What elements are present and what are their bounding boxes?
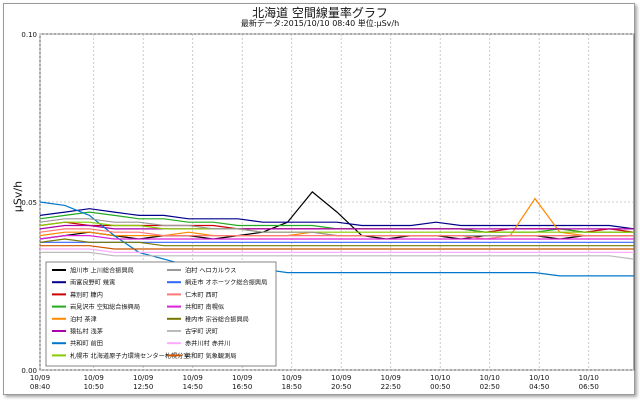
x-tick-date: 10/10	[579, 374, 599, 382]
legend-label: 網走市 オホーツク総合振興局	[185, 279, 267, 287]
x-tick-date: 10/09	[232, 374, 252, 382]
x-tick-date: 10/10	[480, 374, 500, 382]
x-tick-time: 20:50	[331, 383, 351, 391]
x-tick-time: 18:50	[282, 383, 302, 391]
x-tick-time: 06:50	[579, 383, 599, 391]
legend-label: 泊村 ヘロカルウス	[185, 267, 236, 275]
legend-label: 猿払村 浅茅	[70, 328, 103, 336]
y-tick-label: 0.10	[21, 31, 37, 39]
x-tick-time: 10:50	[84, 383, 104, 391]
chart-title: 北海道 空間線量率グラフ	[252, 6, 388, 20]
x-tick-date: 10/09	[381, 374, 401, 382]
series-line	[39, 208, 635, 230]
y-tick-label: 0.00	[21, 367, 37, 375]
x-tick-date: 10/09	[331, 374, 351, 382]
series-line	[39, 235, 634, 240]
series-line	[40, 248, 634, 253]
x-tick-date: 10/10	[430, 374, 450, 382]
legend-label: 仁木町 西町	[185, 291, 218, 299]
legend-label: 共和町 前田	[70, 340, 103, 348]
legend-box	[45, 261, 277, 367]
series-line	[39, 221, 634, 233]
legend-label: 南富良野町 幾寅	[70, 279, 115, 287]
legend-label: 札幌市 北海道原子力環境センター札幌分室	[70, 352, 190, 360]
series-line	[40, 251, 635, 260]
x-tick-time: 08:40	[30, 383, 50, 391]
legend-label: 共和町 気象観測局	[185, 352, 236, 360]
x-tick-date: 10/09	[30, 374, 50, 382]
x-tick-date: 10/09	[84, 374, 104, 382]
legend-label: 旭川市 上川総合振興局	[70, 267, 134, 275]
legend-label: 泊村 茶津	[70, 315, 97, 323]
y-tick-label: 0.05	[21, 199, 37, 207]
x-tick-time: 02:50	[480, 383, 500, 391]
legend-label: 共和町 南幌似	[185, 303, 224, 311]
x-tick-time: 12:50	[133, 383, 153, 391]
chart-subtitle: 最新データ:2015/10/10 08:40 単位:μSv/h	[240, 19, 400, 28]
x-tick-time: 14:50	[183, 383, 203, 391]
x-tick-date: 10/09	[183, 374, 203, 382]
legend-label: 幕別町 糠内	[70, 291, 103, 299]
x-tick-time: 00:50	[430, 383, 450, 391]
legend-label: 岩見沢市 空知総合振興局	[70, 303, 140, 311]
series-line	[39, 224, 634, 230]
x-tick-time: 22:50	[381, 383, 401, 391]
series-line	[39, 228, 634, 240]
x-tick-date: 10/09	[133, 374, 153, 382]
x-tick-time: 04:50	[529, 383, 549, 391]
legend-label: 赤井川村 赤井川	[185, 340, 230, 348]
x-tick-date: 10/09	[282, 374, 302, 382]
series-line	[39, 238, 634, 247]
x-tick-time: 16:50	[232, 383, 252, 391]
legend-label: 稚内市 宗谷総合振興局	[185, 315, 249, 323]
legend-label: 古宇町 沢町	[185, 328, 218, 336]
series-line	[40, 245, 634, 250]
x-tick-date: 10/10	[529, 374, 549, 382]
